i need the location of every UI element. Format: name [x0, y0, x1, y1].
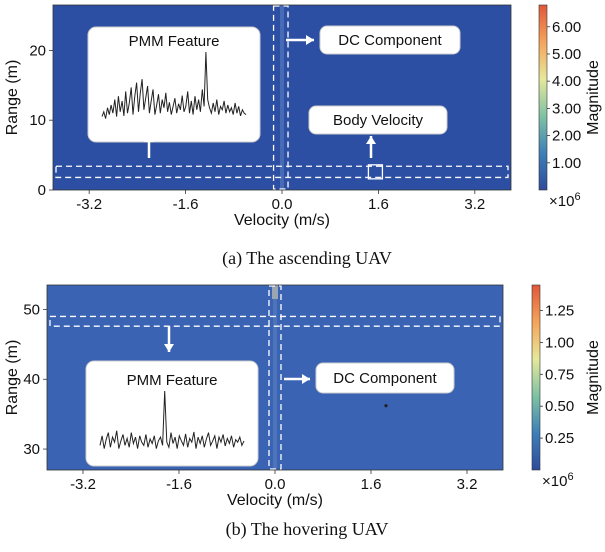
panel-0-arrow-2-head — [366, 136, 376, 144]
panel-1-cbar-tick-label-1: 0.50 — [545, 398, 574, 415]
panel-0-ylabel: Range (m) — [4, 60, 21, 136]
panel-0-ytick-label-0: 0 — [38, 182, 46, 199]
panel-1-colorbar — [531, 284, 541, 471]
panel-0-arrow-0 — [144, 134, 154, 158]
panel-0-cbar-multiplier-exp: 6 — [574, 191, 580, 203]
panel-0-xtick-label-0: -3.2 — [76, 196, 102, 213]
panel-0-cbar-tick-label-1: 2.00 — [552, 128, 581, 145]
panel-1-ytick-label-0: 30 — [23, 441, 40, 458]
panel-1-xtick-label-1: -1.6 — [166, 476, 192, 493]
panel-0-cbar-multiplier: ×106 — [549, 191, 581, 210]
panel-1-pmm-title: PMM Feature — [127, 372, 218, 389]
panel-0-pmm-signal — [101, 51, 247, 119]
panel-0-dc-column — [280, 5, 284, 190]
panel-1-dc-band — [268, 285, 282, 470]
panel-0-xtick-label-2: 0.0 — [272, 196, 293, 213]
panel-1-cbar-tick-label-3: 1.00 — [545, 334, 574, 351]
panel-1-xtick-label-3: 1.6 — [361, 476, 382, 493]
panel-0-range-band — [55, 165, 509, 179]
panel-1-dc-peak — [272, 285, 278, 299]
panel-1-xtick-label-0: -3.2 — [70, 476, 96, 493]
panel-0-arrow-0-head — [144, 134, 154, 142]
panel-1-xlabel: Velocity (m/s) — [227, 492, 323, 509]
panel-0-ytick-label-2: 20 — [29, 42, 46, 59]
panel-0: PMM Feature DC Component Body Velocity -3.2… — [4, 4, 602, 269]
panel-0-callout-label-1: Body Velocity — [333, 112, 424, 129]
panel-1-cbar-tick-label-2: 0.75 — [545, 366, 574, 383]
panel-1-dc-column — [273, 285, 277, 470]
panel-1: PMM Feature DC Component -3.2 -1.6 0.0 1.6 3.2… — [4, 284, 602, 540]
panel-0-pmm-inset — [87, 26, 261, 143]
panel-1-cbar-label: Magnitude — [585, 340, 602, 415]
panel-0-xlabel: Velocity (m/s) — [234, 212, 330, 229]
panel-0-xtick-label-3: 1.6 — [368, 196, 389, 213]
panel-0-callout-box-0 — [319, 25, 461, 55]
panel-0-cbar-tick-label-2: 3.00 — [552, 100, 581, 117]
panel-0-ytick-label-1: 10 — [29, 112, 46, 129]
panel-0-colorbar — [538, 4, 548, 191]
panel-0-cbar-tick-label-0: 1.00 — [552, 155, 581, 172]
panel-1-callout-label-0: DC Component — [333, 370, 437, 387]
panel-0-cbar-multiplier-base: ×10 — [549, 193, 574, 210]
panel-0-dc-band — [272, 5, 289, 190]
panel-0-xtick-label-1: -1.6 — [173, 196, 199, 213]
panel-0-cbar-tick-label-5: 6.00 — [552, 19, 581, 36]
panel-0-arrow-1 — [286, 35, 314, 45]
panel-0-callout-box-1 — [308, 105, 448, 135]
panel-1-xtick-label-2: 0.0 — [265, 476, 286, 493]
panel-0-callout-label-0: DC Component — [338, 32, 442, 49]
panel-1-arrow-0-head — [164, 344, 174, 352]
panel-1-callout-box-0 — [315, 362, 455, 394]
panel-1-arrow-1 — [284, 374, 310, 384]
panel-0-arrow-1-head — [306, 35, 314, 45]
panel-0-cbar-tick-label-3: 4.00 — [552, 73, 581, 90]
panel-0-xtick-label-4: 3.2 — [464, 196, 485, 213]
panel-1-noise-dot — [384, 404, 388, 408]
panel-1-pmm-signal — [99, 390, 245, 450]
panel-1-cbar-multiplier-base: ×10 — [542, 473, 567, 490]
panel-1-range-band — [49, 315, 501, 327]
panel-0-cbar-tick-label-4: 5.00 — [552, 46, 581, 63]
panel-0-caption: (a) The ascending UAV — [222, 248, 392, 269]
panel-1-arrow-1-head — [302, 374, 310, 384]
panel-1-cbar-multiplier: ×106 — [542, 471, 574, 490]
panel-1-cbar-multiplier-exp: 6 — [567, 471, 573, 483]
panel-0-arrow-2 — [366, 136, 376, 158]
panel-1-ytick-label-1: 40 — [23, 371, 40, 388]
panel-1-ytick-label-2: 50 — [23, 301, 40, 318]
panel-1-xtick-label-4: 3.2 — [457, 476, 478, 493]
panel-1-caption: (b) The hovering UAV — [226, 519, 389, 540]
panel-0-pmm-title: PMM Feature — [129, 33, 220, 50]
panel-1-ylabel: Range (m) — [4, 340, 21, 416]
panel-1-cbar-tick-label-0: 0.25 — [545, 430, 574, 447]
panel-0-body-velocity-box — [367, 164, 384, 180]
panel-0-cbar-label: Magnitude — [585, 60, 602, 135]
panel-1-cbar-tick-label-4: 1.25 — [545, 303, 574, 320]
panel-1-arrow-0 — [164, 326, 174, 352]
